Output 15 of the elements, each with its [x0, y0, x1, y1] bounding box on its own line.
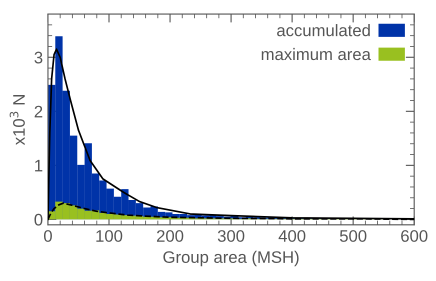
legend-label: maximum area — [262, 48, 371, 60]
x-tick-label: 0 — [44, 230, 52, 242]
y-tick-label: 1 — [35, 160, 42, 172]
x-tick-label: 400 — [278, 230, 306, 242]
x-tick-label: 200 — [156, 230, 184, 242]
y-tick-label: 2 — [34, 106, 42, 118]
x-axis-title: Group area (MSH) — [163, 250, 299, 266]
y-tick-label: 3 — [34, 52, 42, 64]
x-tick-label: 500 — [340, 230, 366, 242]
x-tick-label: 300 — [218, 230, 244, 242]
x-tick-label: 100 — [96, 230, 122, 242]
y-axis-title: x10$^{3}$ N — [10, 95, 25, 146]
legend-label: accumulated — [277, 24, 370, 36]
y-tick-label: 0 — [34, 214, 42, 226]
x-tick-label: 600 — [401, 230, 428, 242]
